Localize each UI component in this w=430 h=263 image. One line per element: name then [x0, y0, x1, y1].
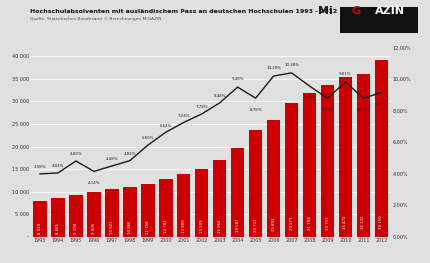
Bar	[303, 93, 316, 237]
Text: 12 781: 12 781	[164, 220, 168, 234]
Text: 6,62%: 6,62%	[160, 124, 172, 128]
Bar	[33, 200, 47, 237]
Bar	[123, 187, 137, 237]
Text: 29 571: 29 571	[289, 217, 294, 230]
Text: AZIN: AZIN	[375, 6, 405, 16]
Text: 9,14%: 9,14%	[375, 102, 388, 106]
Text: 8,78%: 8,78%	[249, 108, 262, 112]
Text: Hochschulabsolventen mit ausländischem Pass an deutschen Hochschulen 1993 - 2012: Hochschulabsolventen mit ausländischem P…	[30, 9, 338, 14]
Text: 3,98%: 3,98%	[34, 165, 46, 169]
Bar	[141, 184, 154, 237]
Bar	[159, 179, 172, 237]
Text: 4,82%: 4,82%	[123, 152, 136, 156]
Text: 7,78%: 7,78%	[196, 105, 208, 109]
Bar	[321, 85, 334, 237]
Text: 31 784: 31 784	[307, 216, 312, 230]
Bar	[177, 174, 190, 237]
Text: 16 964: 16 964	[218, 219, 222, 233]
Text: Quelle: Statisitisches Bundesamt © Berechnungen MiGAZIN: Quelle: Statisitisches Bundesamt © Berec…	[30, 17, 162, 21]
Bar	[51, 198, 64, 237]
Text: 4,04%: 4,04%	[52, 164, 64, 168]
Bar	[357, 74, 370, 237]
Bar	[249, 130, 262, 237]
Bar	[285, 103, 298, 237]
Text: 4,14%: 4,14%	[88, 181, 100, 185]
Text: 39 150: 39 150	[379, 215, 384, 229]
Text: 4,80%: 4,80%	[70, 152, 82, 156]
Text: 8,77%: 8,77%	[321, 108, 334, 112]
Text: 9 805: 9 805	[92, 223, 96, 234]
Text: 33 711: 33 711	[326, 216, 329, 230]
Text: 10,18%: 10,18%	[266, 66, 281, 70]
Text: 13 800: 13 800	[182, 220, 186, 233]
Bar	[231, 148, 244, 237]
Text: G: G	[351, 6, 360, 16]
Text: 10 966: 10 966	[128, 220, 132, 234]
Text: 10,38%: 10,38%	[284, 63, 299, 67]
Bar	[195, 169, 209, 237]
Text: 23 712: 23 712	[254, 218, 258, 231]
Bar	[105, 189, 119, 237]
Text: Mi: Mi	[318, 6, 333, 16]
Text: 7,24%: 7,24%	[178, 114, 190, 118]
Text: 4,48%: 4,48%	[106, 157, 118, 161]
Bar	[213, 160, 227, 237]
Bar	[87, 193, 101, 237]
Bar	[267, 120, 280, 237]
Text: 8 029: 8 029	[38, 223, 42, 234]
Text: 36 132: 36 132	[362, 216, 366, 229]
Text: 15 109: 15 109	[200, 219, 204, 233]
Text: 9,81%: 9,81%	[339, 72, 352, 75]
Text: 9 190: 9 190	[74, 223, 78, 234]
Text: 10 621: 10 621	[110, 220, 114, 234]
Text: 8 665: 8 665	[56, 223, 60, 234]
Bar	[375, 60, 388, 237]
Bar	[69, 195, 83, 237]
Text: 9,48%: 9,48%	[231, 77, 244, 81]
Text: 8,48%: 8,48%	[213, 94, 226, 98]
Text: 5,80%: 5,80%	[141, 136, 154, 140]
Text: 9,55%: 9,55%	[304, 95, 316, 99]
Text: 8,77%: 8,77%	[357, 108, 370, 112]
Text: 25 892: 25 892	[272, 218, 276, 231]
Text: 19 587: 19 587	[236, 219, 240, 232]
Text: 11 758: 11 758	[146, 220, 150, 234]
FancyBboxPatch shape	[340, 7, 418, 33]
Bar	[339, 77, 352, 237]
Text: 35 472: 35 472	[344, 216, 347, 229]
